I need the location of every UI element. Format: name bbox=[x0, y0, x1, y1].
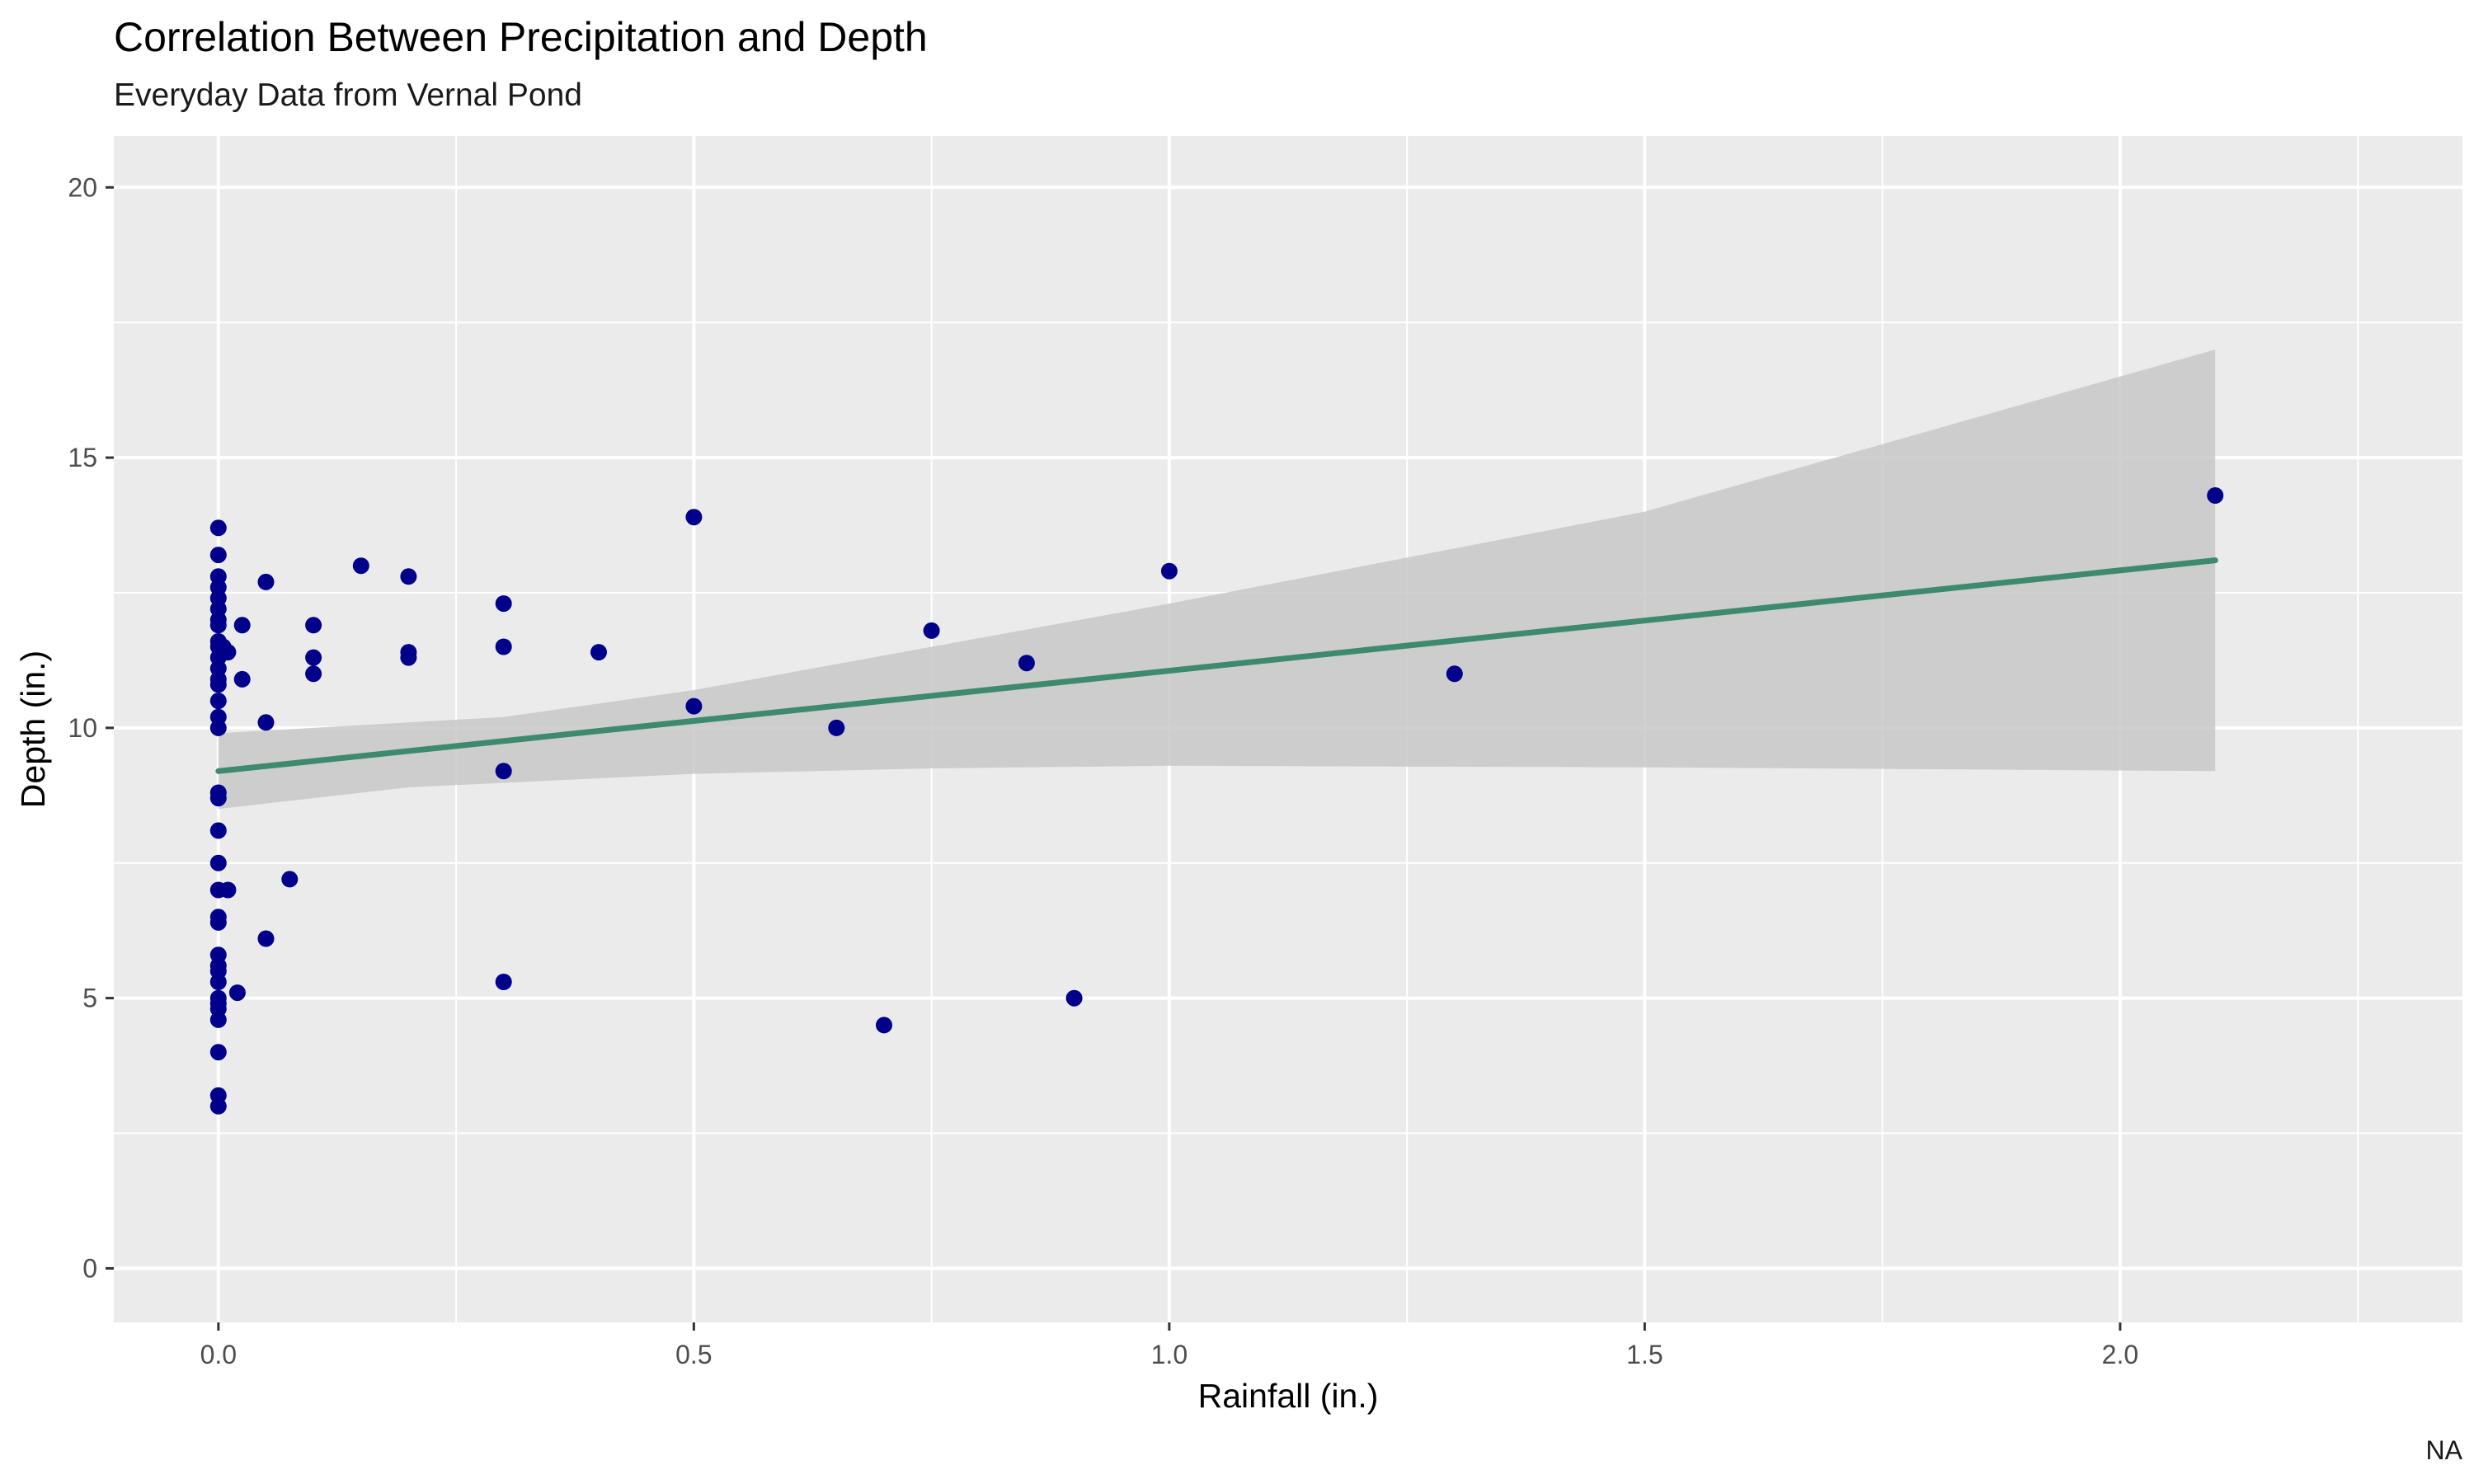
data-point bbox=[685, 509, 703, 526]
data-point bbox=[219, 644, 237, 661]
data-point bbox=[828, 719, 845, 736]
x-tick-label: 1.0 bbox=[1151, 1340, 1188, 1369]
data-point bbox=[281, 871, 299, 888]
y-tick-label: 5 bbox=[82, 984, 97, 1013]
data-point bbox=[495, 763, 512, 780]
data-point bbox=[257, 930, 275, 947]
data-point bbox=[219, 881, 237, 899]
data-point bbox=[209, 822, 227, 839]
y-tick-label: 20 bbox=[68, 172, 97, 202]
data-point bbox=[305, 665, 322, 683]
data-point bbox=[209, 519, 227, 537]
x-tick-label: 1.5 bbox=[1626, 1340, 1663, 1369]
chart-title: Correlation Between Precipitation and De… bbox=[114, 14, 928, 60]
data-point bbox=[685, 697, 703, 715]
data-point bbox=[1065, 989, 1083, 1007]
y-axis-ticks: 0 5 10 15 20 bbox=[68, 172, 114, 1283]
data-point bbox=[923, 622, 940, 639]
data-point bbox=[209, 547, 227, 564]
data-point bbox=[1160, 562, 1178, 580]
data-point bbox=[1446, 665, 1463, 683]
data-point bbox=[590, 644, 607, 661]
data-point bbox=[1018, 655, 1035, 672]
data-point bbox=[352, 557, 369, 575]
x-tick-label: 0.0 bbox=[200, 1340, 237, 1369]
trend-line bbox=[215, 557, 2218, 774]
x-tick-label: 0.5 bbox=[675, 1340, 712, 1369]
data-point bbox=[209, 676, 227, 693]
data-point bbox=[400, 649, 417, 666]
data-point bbox=[2207, 487, 2224, 504]
y-axis-title: Depth (in.) bbox=[14, 650, 52, 808]
data-point bbox=[305, 617, 322, 634]
data-point bbox=[233, 617, 251, 634]
data-point bbox=[209, 1011, 227, 1028]
data-point bbox=[209, 790, 227, 807]
chart-subtitle: Everyday Data from Vernal Pond bbox=[114, 77, 582, 113]
data-point bbox=[495, 595, 512, 613]
data-point bbox=[209, 617, 227, 634]
data-point bbox=[257, 573, 275, 590]
data-point bbox=[209, 974, 227, 990]
data-point bbox=[209, 693, 227, 710]
data-point bbox=[495, 974, 512, 990]
x-axis-title: Rainfall (in.) bbox=[1198, 1377, 1379, 1415]
data-point bbox=[257, 714, 275, 731]
data-point bbox=[495, 638, 512, 655]
y-tick-label: 10 bbox=[68, 713, 97, 743]
data-point bbox=[209, 1044, 227, 1061]
data-point bbox=[209, 913, 227, 931]
data-point bbox=[400, 568, 417, 585]
data-point bbox=[228, 984, 246, 1002]
data-point bbox=[209, 719, 227, 736]
confidence-band bbox=[218, 350, 2216, 810]
y-tick-label: 0 bbox=[82, 1253, 97, 1283]
data-point bbox=[209, 1097, 227, 1115]
data-point bbox=[876, 1017, 892, 1034]
chart-caption: NA bbox=[2426, 1435, 2463, 1465]
data-point bbox=[233, 670, 251, 688]
y-tick-label: 15 bbox=[68, 443, 97, 472]
data-point bbox=[305, 649, 322, 666]
data-point bbox=[209, 854, 227, 871]
x-tick-label: 2.0 bbox=[2102, 1340, 2138, 1369]
x-axis-ticks: 0.0 0.5 1.0 1.5 2.0 bbox=[200, 1322, 2138, 1369]
data-points bbox=[209, 487, 2224, 1115]
